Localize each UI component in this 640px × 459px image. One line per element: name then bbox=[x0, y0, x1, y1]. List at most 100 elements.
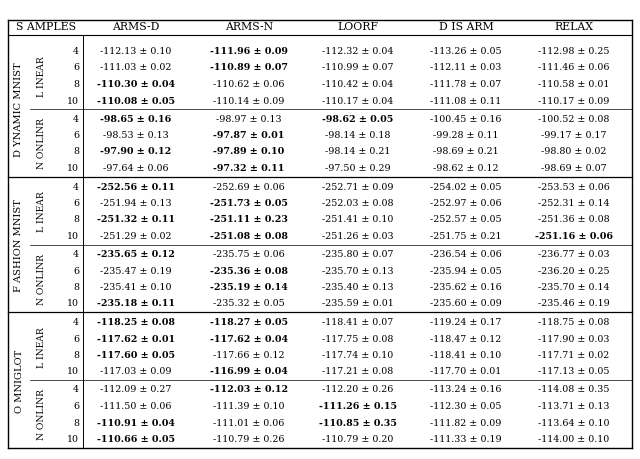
Text: ARMS-N: ARMS-N bbox=[225, 22, 273, 33]
Text: -98.65 ± 0.16: -98.65 ± 0.16 bbox=[100, 114, 172, 123]
Text: O MNIGLOT: O MNIGLOT bbox=[15, 349, 24, 413]
Text: -98.62 ± 0.12: -98.62 ± 0.12 bbox=[433, 164, 499, 173]
Text: 8: 8 bbox=[73, 419, 79, 427]
Text: -118.41 ± 0.10: -118.41 ± 0.10 bbox=[430, 351, 502, 360]
Text: 6: 6 bbox=[73, 63, 79, 73]
Text: D IS ARM: D IS ARM bbox=[438, 22, 493, 33]
Text: -117.90 ± 0.03: -117.90 ± 0.03 bbox=[538, 335, 610, 343]
Text: L INEAR: L INEAR bbox=[36, 56, 45, 97]
Text: 8: 8 bbox=[73, 80, 79, 89]
Text: -111.33 ± 0.19: -111.33 ± 0.19 bbox=[430, 435, 502, 444]
Text: -111.46 ± 0.06: -111.46 ± 0.06 bbox=[538, 63, 610, 73]
Text: -114.08 ± 0.35: -114.08 ± 0.35 bbox=[538, 386, 610, 394]
Text: -117.70 ± 0.01: -117.70 ± 0.01 bbox=[430, 368, 502, 376]
Text: -251.32 ± 0.11: -251.32 ± 0.11 bbox=[97, 215, 175, 224]
Text: -113.64 ± 0.10: -113.64 ± 0.10 bbox=[538, 419, 610, 427]
Text: -111.01 ± 0.06: -111.01 ± 0.06 bbox=[213, 419, 285, 427]
Text: -111.82 ± 0.09: -111.82 ± 0.09 bbox=[430, 419, 502, 427]
Text: -117.62 ± 0.04: -117.62 ± 0.04 bbox=[210, 335, 288, 343]
Text: -111.50 ± 0.06: -111.50 ± 0.06 bbox=[100, 402, 172, 411]
Text: -254.02 ± 0.05: -254.02 ± 0.05 bbox=[430, 183, 502, 191]
Text: -110.66 ± 0.05: -110.66 ± 0.05 bbox=[97, 435, 175, 444]
Text: -100.45 ± 0.16: -100.45 ± 0.16 bbox=[430, 114, 502, 123]
Text: -97.64 ± 0.06: -97.64 ± 0.06 bbox=[103, 164, 169, 173]
Text: 6: 6 bbox=[73, 199, 79, 208]
Text: 4: 4 bbox=[73, 318, 79, 327]
Text: -111.39 ± 0.10: -111.39 ± 0.10 bbox=[213, 402, 285, 411]
Text: -110.89 ± 0.07: -110.89 ± 0.07 bbox=[210, 63, 288, 73]
Text: -235.36 ± 0.08: -235.36 ± 0.08 bbox=[210, 267, 288, 275]
Text: -251.75 ± 0.21: -251.75 ± 0.21 bbox=[430, 232, 502, 241]
Text: -117.03 ± 0.09: -117.03 ± 0.09 bbox=[100, 368, 172, 376]
Text: 6: 6 bbox=[73, 402, 79, 411]
Text: -235.47 ± 0.19: -235.47 ± 0.19 bbox=[100, 267, 172, 275]
Text: 6: 6 bbox=[73, 335, 79, 343]
Text: -110.99 ± 0.07: -110.99 ± 0.07 bbox=[323, 63, 394, 73]
Text: N ONLINR: N ONLINR bbox=[36, 254, 45, 305]
Text: -98.14 ± 0.18: -98.14 ± 0.18 bbox=[325, 131, 390, 140]
Text: -98.69 ± 0.21: -98.69 ± 0.21 bbox=[433, 147, 499, 157]
Text: -98.97 ± 0.13: -98.97 ± 0.13 bbox=[216, 114, 282, 123]
Text: -110.17 ± 0.04: -110.17 ± 0.04 bbox=[323, 96, 394, 106]
Text: -251.41 ± 0.10: -251.41 ± 0.10 bbox=[323, 215, 394, 224]
Text: -236.20 ± 0.25: -236.20 ± 0.25 bbox=[538, 267, 610, 275]
Text: 4: 4 bbox=[73, 47, 79, 56]
Text: -97.32 ± 0.11: -97.32 ± 0.11 bbox=[213, 164, 285, 173]
Text: S AMPLES: S AMPLES bbox=[15, 22, 76, 33]
Text: -112.32 ± 0.04: -112.32 ± 0.04 bbox=[323, 47, 394, 56]
Text: -97.50 ± 0.29: -97.50 ± 0.29 bbox=[325, 164, 391, 173]
Text: -111.08 ± 0.11: -111.08 ± 0.11 bbox=[430, 96, 502, 106]
Text: -235.75 ± 0.06: -235.75 ± 0.06 bbox=[213, 250, 285, 259]
Text: -235.46 ± 0.19: -235.46 ± 0.19 bbox=[538, 300, 610, 308]
Text: 8: 8 bbox=[73, 215, 79, 224]
Text: -235.94 ± 0.05: -235.94 ± 0.05 bbox=[430, 267, 502, 275]
Text: L INEAR: L INEAR bbox=[36, 327, 45, 368]
Text: -100.52 ± 0.08: -100.52 ± 0.08 bbox=[538, 114, 610, 123]
Text: -235.32 ± 0.05: -235.32 ± 0.05 bbox=[213, 300, 285, 308]
Text: -97.87 ± 0.01: -97.87 ± 0.01 bbox=[213, 131, 285, 140]
Text: -117.60 ± 0.05: -117.60 ± 0.05 bbox=[97, 351, 175, 360]
Text: 6: 6 bbox=[73, 267, 79, 275]
Text: -117.74 ± 0.10: -117.74 ± 0.10 bbox=[323, 351, 394, 360]
Text: -112.20 ± 0.26: -112.20 ± 0.26 bbox=[323, 386, 394, 394]
Text: -117.21 ± 0.08: -117.21 ± 0.08 bbox=[323, 368, 394, 376]
Text: -98.62 ± 0.05: -98.62 ± 0.05 bbox=[323, 114, 394, 123]
Text: -235.62 ± 0.16: -235.62 ± 0.16 bbox=[430, 283, 502, 292]
Text: -111.26 ± 0.15: -111.26 ± 0.15 bbox=[319, 402, 397, 411]
Text: -110.62 ± 0.06: -110.62 ± 0.06 bbox=[213, 80, 285, 89]
Text: -252.56 ± 0.11: -252.56 ± 0.11 bbox=[97, 183, 175, 191]
Text: -110.14 ± 0.09: -110.14 ± 0.09 bbox=[213, 96, 285, 106]
Text: -114.00 ± 0.10: -114.00 ± 0.10 bbox=[538, 435, 610, 444]
Text: -112.09 ± 0.27: -112.09 ± 0.27 bbox=[100, 386, 172, 394]
Text: -235.59 ± 0.01: -235.59 ± 0.01 bbox=[322, 300, 394, 308]
Text: -235.60 ± 0.09: -235.60 ± 0.09 bbox=[430, 300, 502, 308]
Text: -98.69 ± 0.07: -98.69 ± 0.07 bbox=[541, 164, 607, 173]
Text: 10: 10 bbox=[67, 96, 79, 106]
Text: -236.77 ± 0.03: -236.77 ± 0.03 bbox=[538, 250, 610, 259]
Text: -110.17 ± 0.09: -110.17 ± 0.09 bbox=[538, 96, 610, 106]
Text: N ONLINR: N ONLINR bbox=[36, 389, 45, 440]
Text: -110.08 ± 0.05: -110.08 ± 0.05 bbox=[97, 96, 175, 106]
Text: -116.99 ± 0.04: -116.99 ± 0.04 bbox=[210, 368, 288, 376]
Text: -118.25 ± 0.08: -118.25 ± 0.08 bbox=[97, 318, 175, 327]
Text: LOORF: LOORF bbox=[337, 22, 378, 33]
Text: -117.62 ± 0.01: -117.62 ± 0.01 bbox=[97, 335, 175, 343]
Text: -110.30 ± 0.04: -110.30 ± 0.04 bbox=[97, 80, 175, 89]
Text: -99.28 ± 0.11: -99.28 ± 0.11 bbox=[433, 131, 499, 140]
Text: L INEAR: L INEAR bbox=[36, 191, 45, 232]
Text: -98.53 ± 0.13: -98.53 ± 0.13 bbox=[103, 131, 169, 140]
Text: N ONLINR: N ONLINR bbox=[36, 118, 45, 169]
Text: -251.11 ± 0.23: -251.11 ± 0.23 bbox=[210, 215, 288, 224]
Text: -235.65 ± 0.12: -235.65 ± 0.12 bbox=[97, 250, 175, 259]
Text: -252.57 ± 0.05: -252.57 ± 0.05 bbox=[430, 215, 502, 224]
Text: -112.30 ± 0.05: -112.30 ± 0.05 bbox=[430, 402, 502, 411]
Text: -113.24 ± 0.16: -113.24 ± 0.16 bbox=[430, 386, 502, 394]
Text: 4: 4 bbox=[73, 250, 79, 259]
Text: -235.80 ± 0.07: -235.80 ± 0.07 bbox=[323, 250, 394, 259]
Text: -112.13 ± 0.10: -112.13 ± 0.10 bbox=[100, 47, 172, 56]
Text: -111.78 ± 0.07: -111.78 ± 0.07 bbox=[430, 80, 502, 89]
Text: 4: 4 bbox=[73, 386, 79, 394]
Text: -236.54 ± 0.06: -236.54 ± 0.06 bbox=[430, 250, 502, 259]
Text: -251.16 ± 0.06: -251.16 ± 0.06 bbox=[535, 232, 613, 241]
Text: F ASHION MNIST: F ASHION MNIST bbox=[15, 199, 24, 292]
